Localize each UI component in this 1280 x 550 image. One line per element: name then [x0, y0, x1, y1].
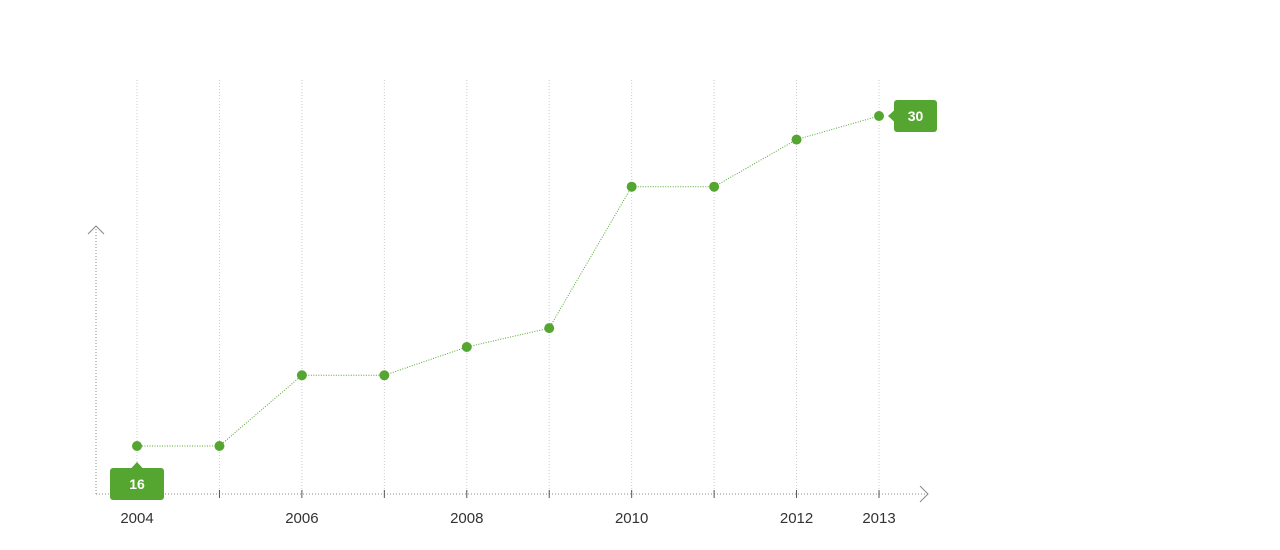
tick-label-layer: 2004 2006 2008 2010 2012 2013	[120, 510, 895, 527]
y-axis-arrow-icon	[87, 225, 105, 235]
data-point-2009	[544, 323, 555, 334]
axis-layer	[87, 225, 929, 503]
data-point-2013	[874, 111, 884, 121]
x-axis-arrow-icon	[919, 485, 929, 503]
data-point-layer	[132, 111, 884, 451]
callout-label: 16	[129, 476, 145, 492]
x-tick-label-2008: 2008	[450, 510, 483, 527]
series-line	[137, 115, 880, 447]
data-point-2011	[709, 181, 720, 192]
data-point-2007	[379, 370, 390, 381]
x-tick-label-2012: 2012	[780, 510, 813, 527]
x-tick-label-2010: 2010	[615, 510, 648, 527]
data-point-2006	[296, 370, 307, 381]
x-tick-label-2004: 2004	[120, 510, 153, 527]
callout-label: 30	[908, 108, 924, 124]
x-tick-label-2013: 2013	[862, 510, 895, 527]
callout-box	[894, 100, 937, 132]
data-point-2004	[132, 441, 142, 451]
series-line-layer	[137, 115, 880, 447]
data-point-2008	[461, 342, 472, 352]
x-tick-label-2006: 2006	[285, 510, 318, 527]
data-point-2010	[626, 181, 637, 192]
callout-pointer-icon	[131, 462, 143, 469]
data-point-2005	[214, 441, 225, 451]
callout-box	[110, 468, 164, 500]
callout-30: 30	[888, 100, 937, 132]
data-point-2012	[791, 134, 802, 145]
callout-16: 16	[110, 462, 164, 500]
callout-pointer-icon	[888, 110, 895, 122]
grid-layer	[136, 80, 880, 494]
